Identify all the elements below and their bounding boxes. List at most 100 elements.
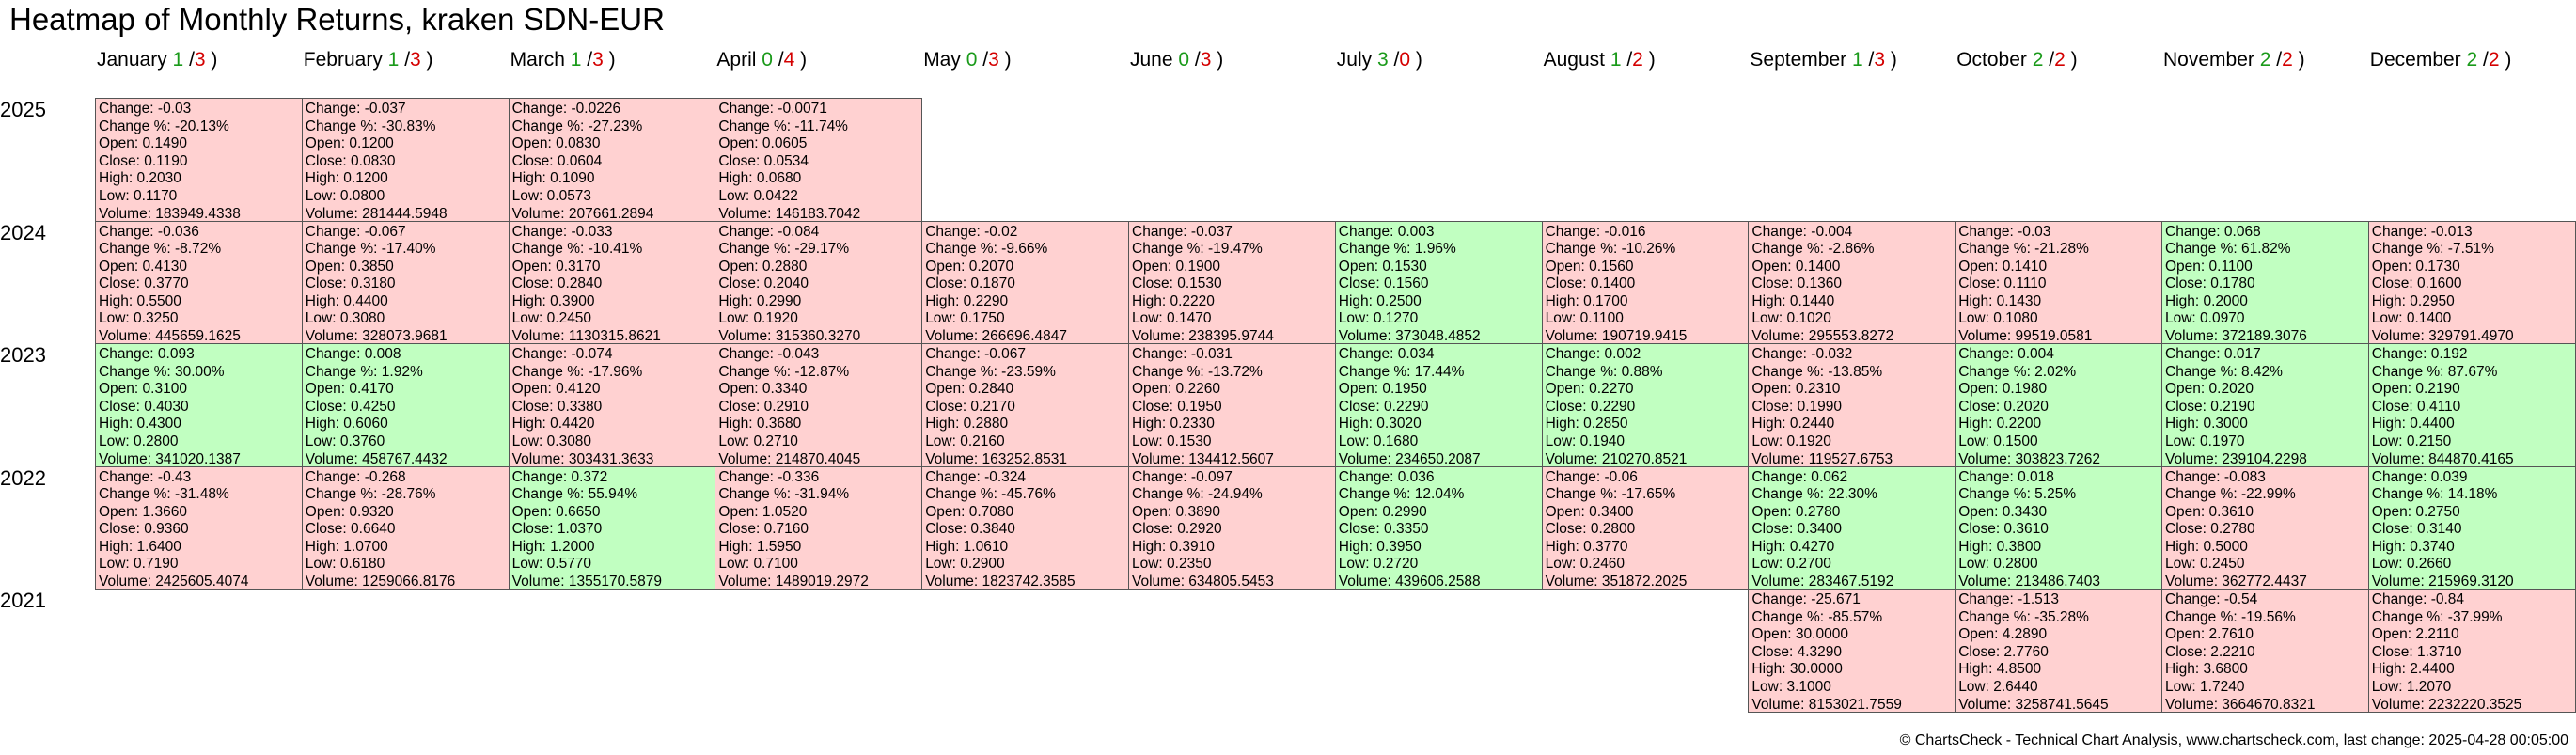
cell-volume: Volume: 295553.8272 (1751, 328, 1894, 344)
heatmap-cell: Change: 0.093 Change %: 30.00% Open: 0.310… (95, 343, 303, 467)
cell-close: Close: 0.2020 (1958, 398, 2049, 415)
cell-volume: Volume: 372189.3076 (2165, 328, 2307, 344)
cell-open: Open: 0.2190 (2371, 381, 2460, 398)
heatmap-cell: Change: -0.067 Change %: -17.40% Open: 0.3… (301, 220, 510, 344)
cell-change-pct: Change %: -17.40% (305, 241, 436, 258)
cell-change-pct: Change %: -12.87% (718, 363, 850, 380)
cell-high: High: 0.2330 (1132, 416, 1215, 433)
cell-high: High: 0.2850 (1545, 416, 1628, 433)
cell-volume: Volume: 439606.2588 (1338, 574, 1481, 590)
cell-change-pct: Change %: -45.76% (925, 486, 1056, 503)
cell-change-pct: Change %: -85.57% (1751, 608, 1883, 625)
cell-change-pct: Change %: 61.82% (2165, 241, 2291, 258)
cell-close: Close: 0.1400 (1545, 275, 1636, 292)
cell-close: Close: 0.2290 (1338, 398, 1429, 415)
cell-change: Change: 0.036 (1338, 468, 1435, 485)
cell-low: Low: 0.0970 (2165, 310, 2245, 327)
cell-open: Open: 2.2110 (2371, 626, 2459, 643)
cell-volume: Volume: 119527.6753 (1751, 450, 1893, 467)
heatmap-cell: Change: -0.03 Change %: -21.28% Open: 0.14… (1955, 220, 2162, 344)
cell-low: Low: 0.0800 (305, 187, 385, 204)
heatmap-cell: Change: -0.02 Change %: -9.66% Open: 0.207… (921, 220, 1129, 344)
cell-open: Open: 0.3170 (511, 258, 601, 275)
cell-volume: Volume: 99519.0581 (1958, 328, 2093, 344)
cell-volume: Volume: 215969.3120 (2371, 574, 2514, 590)
cell-open: Open: 0.1400 (1751, 258, 1841, 275)
cell-close: Close: 0.4250 (305, 398, 396, 415)
cell-high: High: 3.6800 (2165, 661, 2248, 678)
cell-volume: Volume: 1823742.3585 (925, 574, 1076, 590)
cell-change-pct: Change %: -29.17% (718, 241, 850, 258)
cell-open: Open: 0.3610 (2165, 503, 2254, 520)
cell-open: Open: 0.2990 (1338, 503, 1427, 520)
month-up-count: 1 (172, 49, 184, 71)
cell-high: High: 4.8500 (1958, 661, 2042, 678)
cell-close: Close: 0.1950 (1132, 398, 1222, 415)
heatmap-cell: Change: 0.192 Change %: 87.67% Open: 0.219… (2367, 343, 2576, 467)
cell-change-pct: Change %: -37.99% (2371, 608, 2503, 625)
cell-volume: Volume: 239104.2298 (2165, 450, 2307, 467)
cell-open: Open: 0.1730 (2371, 258, 2460, 275)
cell-change-pct: Change %: -31.94% (718, 486, 850, 503)
cell-high: High: 0.3000 (2165, 416, 2248, 433)
month-down-count: 3 (410, 49, 421, 71)
heatmap-cell: Change: -0.032 Change %: -13.85% Open: 0.2… (1748, 343, 1956, 467)
cell-change: Change: -0.004 (1751, 223, 1853, 240)
cell-change: Change: -0.336 (718, 468, 820, 485)
cell-low: Low: 0.0573 (511, 187, 592, 204)
cell-close: Close: 0.0830 (305, 152, 396, 169)
month-down-count: 3 (592, 49, 604, 71)
cell-change-pct: Change %: -17.65% (1545, 486, 1676, 503)
cell-low: Low: 1.2070 (2371, 678, 2452, 695)
cell-change-pct: Change %: 17.44% (1338, 363, 1465, 380)
cell-high: High: 0.2220 (1132, 292, 1215, 309)
cell-low: Low: 0.1100 (1545, 310, 1624, 327)
month-header-july: July 3 /0 ) (1336, 49, 1422, 71)
cell-open: Open: 0.2270 (1545, 381, 1634, 398)
year-label-2021: 2021 (0, 589, 46, 612)
cell-close: Close: 0.3840 (925, 521, 1015, 538)
cell-change-pct: Change %: -10.41% (511, 241, 643, 258)
cell-open: Open: 0.1560 (1545, 258, 1634, 275)
cell-low: Low: 0.1920 (718, 310, 798, 327)
cell-change: Change: -0.037 (1132, 223, 1233, 240)
cell-open: Open: 1.0520 (718, 503, 808, 520)
cell-low: Low: 0.1750 (925, 310, 1005, 327)
heatmap-cell: Change: -0.016 Change %: -10.26% Open: 0.1… (1541, 220, 1750, 344)
cell-high: High: 0.4400 (2371, 416, 2455, 433)
month-down-count: 2 (1632, 49, 1643, 71)
cell-change: Change: 0.062 (1751, 468, 1848, 485)
cell-volume: Volume: 134412.5607 (1132, 450, 1274, 467)
cell-low: Low: 0.1970 (2165, 433, 2245, 449)
cell-volume: Volume: 315360.3270 (718, 328, 861, 344)
cell-low: Low: 3.1000 (1751, 678, 1831, 695)
cell-high: High: 0.3020 (1338, 416, 1422, 433)
cell-open: Open: 0.0830 (511, 135, 601, 152)
chart-title: Heatmap of Monthly Returns, kraken SDN-E… (9, 2, 665, 37)
cell-close: Close: 0.3400 (1751, 521, 1843, 538)
cell-change: Change: -0.031 (1132, 346, 1233, 362)
cell-change-pct: Change %: -10.26% (1545, 241, 1676, 258)
heatmap-cell: Change: 0.017 Change %: 8.42% Open: 0.2020… (2161, 343, 2369, 467)
cell-open: Open: 2.7610 (2165, 626, 2254, 643)
cell-high: High: 0.2000 (2165, 292, 2248, 309)
cell-open: Open: 0.1490 (99, 135, 187, 152)
heatmap-cell: Change: -0.336 Change %: -31.94% Open: 1.0… (715, 465, 923, 590)
cell-low: Low: 0.1940 (1545, 433, 1626, 449)
year-label-2023: 2023 (0, 343, 46, 367)
heatmap-cell: Change: -0.037 Change %: -30.83% Open: 0.1… (301, 98, 510, 222)
cell-open: Open: 0.2260 (1132, 381, 1220, 398)
month-header-august: August 1 /2 ) (1543, 49, 1656, 71)
month-down-count: 0 (1399, 49, 1411, 71)
cell-open: Open: 0.6650 (511, 503, 601, 520)
cell-open: Open: 0.3850 (305, 258, 394, 275)
heatmap-cell: Change: 0.372 Change %: 55.94% Open: 0.665… (508, 465, 716, 590)
cell-change-pct: Change %: -19.56% (2165, 608, 2296, 625)
cell-close: Close: 0.1870 (925, 275, 1015, 292)
cell-volume: Volume: 1130315.8621 (511, 328, 661, 344)
cell-volume: Volume: 458767.4432 (305, 450, 448, 467)
cell-open: Open: 1.3660 (99, 503, 187, 520)
cell-change: Change: -0.324 (925, 468, 1027, 485)
cell-high: High: 0.2990 (718, 292, 802, 309)
cell-volume: Volume: 328073.9681 (305, 328, 448, 344)
